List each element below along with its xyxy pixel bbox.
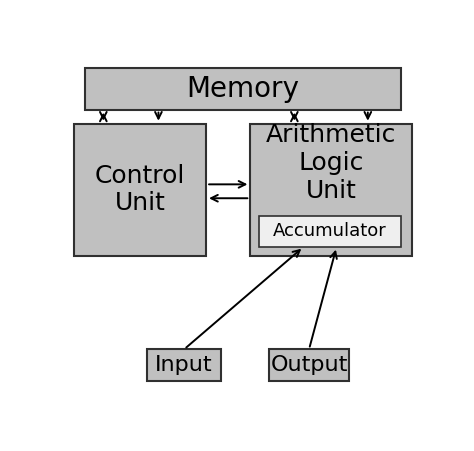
Bar <box>85 68 401 110</box>
Text: Input: Input <box>155 355 213 375</box>
Text: Arithmetic
Logic
Unit: Arithmetic Logic Unit <box>266 124 396 203</box>
Bar <box>74 124 206 256</box>
Bar <box>250 124 412 256</box>
Text: Control
Unit: Control Unit <box>95 164 185 216</box>
Bar <box>259 216 401 247</box>
Bar <box>147 349 221 381</box>
Bar <box>269 349 349 381</box>
Text: Memory: Memory <box>186 75 300 103</box>
Text: Accumulator: Accumulator <box>273 222 387 240</box>
Text: Output: Output <box>270 355 348 375</box>
